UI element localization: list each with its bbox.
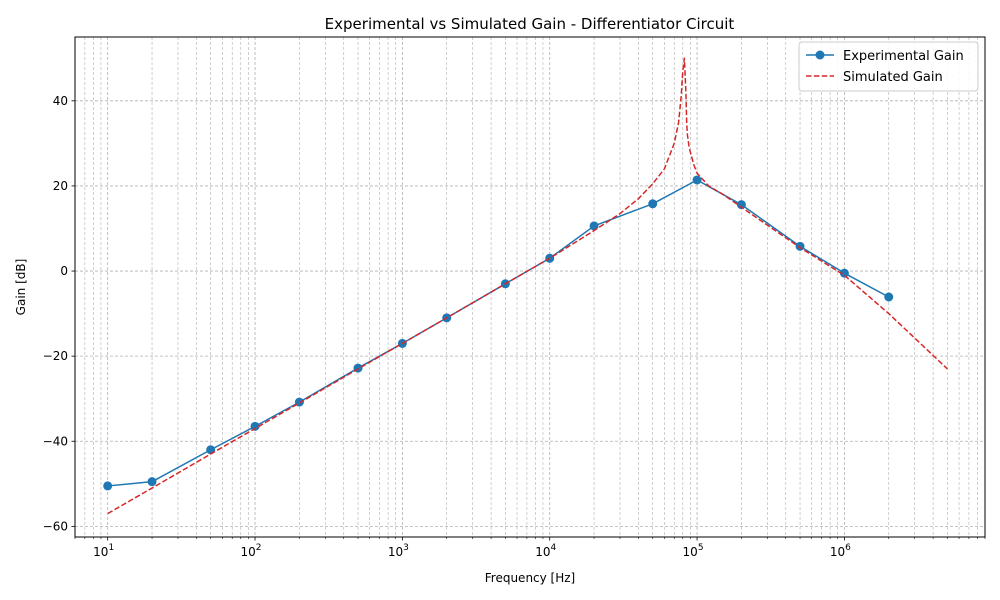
experimental-gain-point [103, 481, 113, 491]
experimental-gain-point [250, 421, 260, 431]
x-tick-label: 101 [93, 543, 114, 559]
x-tick-label: 105 [683, 543, 704, 559]
experimental-gain-point [692, 175, 702, 185]
experimental-gain-point [795, 241, 805, 251]
chart-title: Experimental vs Simulated Gain - Differe… [325, 15, 735, 33]
plot-area-frame [74, 36, 986, 538]
axis-ticks: −60 −40 −20 0 20 40 101 102 103 104 105 106 [43, 94, 986, 559]
legend-experimental-label: Experimental Gain [843, 49, 964, 64]
series-layer [103, 57, 948, 515]
legend-box [798, 41, 979, 92]
experimental-gain-point [147, 477, 157, 487]
legend: Experimental Gain Simulated Gain [798, 41, 979, 92]
grid [74, 37, 986, 537]
y-axis-title: Gain [dB] [14, 259, 28, 316]
y-tick-label: −40 [43, 434, 68, 448]
y-tick-label: 20 [53, 179, 68, 193]
experimental-gain-point [648, 199, 658, 209]
y-tick-label: 0 [60, 264, 68, 278]
experimental-gain-point [736, 200, 746, 210]
experimental-gain-point [884, 292, 894, 302]
legend-experimental-marker [815, 50, 825, 60]
x-axis-title: Frequency [Hz] [485, 571, 576, 585]
y-tick-label: −60 [43, 519, 68, 533]
experimental-gain-point [839, 268, 849, 278]
y-tick-label: 40 [53, 94, 68, 108]
x-tick-label: 103 [388, 543, 409, 559]
simulated-gain-line [107, 57, 948, 515]
x-tick-label: 104 [535, 543, 556, 559]
experimental-gain-point [589, 221, 599, 231]
y-tick-label: −20 [43, 349, 68, 363]
x-tick-label: 102 [241, 543, 262, 559]
x-tick-label: 106 [830, 543, 851, 559]
legend-simulated-label: Simulated Gain [843, 70, 943, 85]
